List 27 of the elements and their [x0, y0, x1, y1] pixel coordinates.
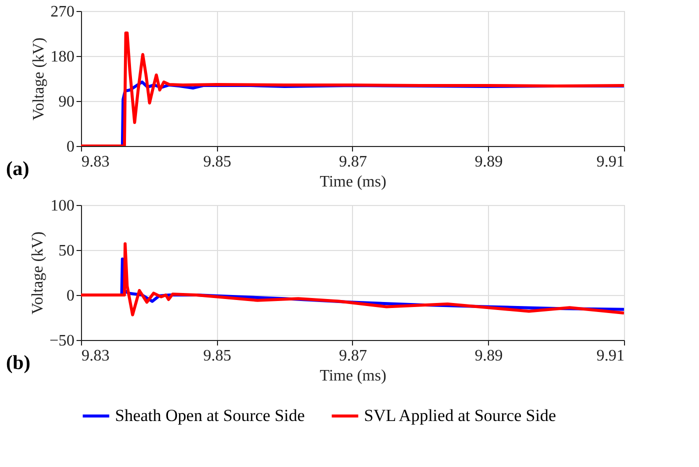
legend-label: Sheath Open at Source Side — [115, 406, 305, 425]
x-tick-label: 9.91 — [596, 348, 624, 364]
y-tick-label: 0 — [66, 138, 74, 156]
y-tick-label: −50 — [49, 332, 74, 350]
x-axis-title: Time (ms) — [320, 368, 386, 384]
y-tick-label: 50 — [58, 242, 74, 260]
x-tick-label: 9.89 — [474, 154, 503, 170]
x-tick-label: 9.83 — [82, 154, 110, 170]
text: (a) — [6, 158, 30, 180]
y-axis-title: Voltage (kV) — [30, 38, 48, 120]
x-tick-label: 9.85 — [203, 154, 232, 170]
y-axis-title: Voltage (kV) — [29, 232, 46, 314]
y-tick-label: 180 — [50, 48, 74, 66]
y-tick-label: 90 — [58, 94, 74, 110]
x-tick-label: 9.89 — [474, 348, 503, 364]
x-axis-title: Time (ms) — [320, 174, 386, 190]
y-tick-label: 0 — [66, 288, 74, 304]
legend-label: SVL Applied at Source Side — [364, 406, 556, 425]
x-tick-label: 9.91 — [596, 154, 624, 170]
text: (b) — [6, 352, 30, 374]
y-tick-label: 100 — [50, 198, 74, 214]
x-tick-label: 9.85 — [203, 348, 232, 364]
y-tick-label: 270 — [50, 4, 74, 20]
x-tick-label: 9.83 — [82, 348, 110, 364]
x-tick-label: 9.87 — [339, 154, 367, 170]
x-tick-label: 9.87 — [339, 348, 367, 364]
line-series — [81, 242, 624, 316]
